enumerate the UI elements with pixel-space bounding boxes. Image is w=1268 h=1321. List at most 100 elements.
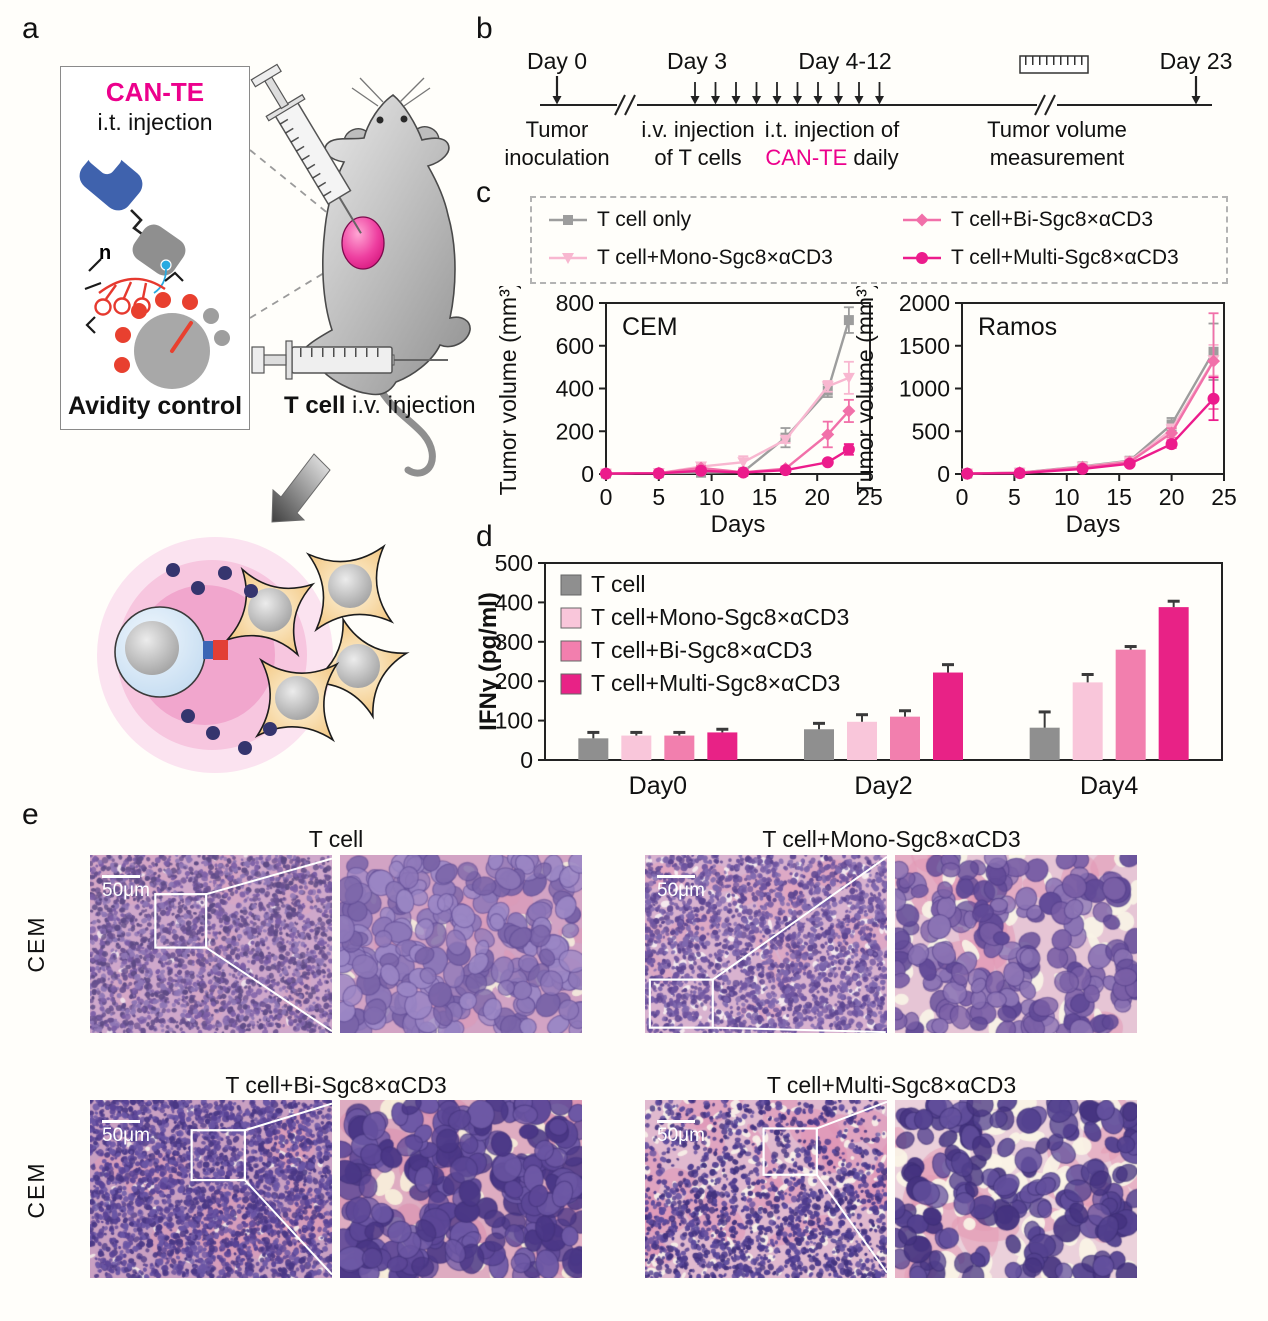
histology-image: [895, 855, 1137, 1033]
svg-text:Day4: Day4: [1080, 772, 1138, 800]
t-cell-nucleus: [125, 621, 179, 675]
engager-red-domain: [213, 640, 228, 660]
cante-title: CAN-TE: [105, 77, 205, 107]
svg-text:CEM: CEM: [622, 313, 678, 341]
mouse-whiskers: [351, 77, 431, 107]
svg-text:0: 0: [937, 461, 950, 487]
legend-label: T cell+Bi-Sgc8×αCD3: [951, 208, 1154, 231]
svg-text:T cell+Bi-Sgc8×αCD3: T cell+Bi-Sgc8×αCD3: [591, 637, 812, 663]
svg-text:Ramos: Ramos: [978, 313, 1057, 341]
svg-text:0: 0: [956, 484, 969, 510]
callout-dashed-lines: [249, 149, 347, 319]
svg-text:Days: Days: [711, 511, 766, 538]
panel-c-letter: c: [476, 176, 491, 209]
mouse-tail: [378, 388, 436, 477]
dial-dots: [114, 292, 230, 373]
protein-gray-blob: [132, 224, 186, 276]
iv-syringe-icon: [251, 340, 448, 380]
legend-marker-diamond: [903, 213, 941, 227]
svg-text:500: 500: [912, 418, 950, 444]
histology-overview-multi: 50μm: [645, 1100, 887, 1278]
tcell-label: T cell: [284, 392, 346, 419]
scale-bar-line: [657, 1120, 695, 1123]
svg-text:1000: 1000: [899, 376, 950, 402]
row-label-cem-top: CEM: [23, 915, 49, 973]
bracket-marks: [84, 258, 184, 334]
legend-marker-square: [549, 215, 587, 225]
svg-text:Days: Days: [1066, 511, 1121, 538]
antibody-blue-blob: [79, 141, 143, 211]
svg-text:Tumor volume (mm³): Tumor volume (mm³): [495, 286, 521, 495]
ramos-tumor-volume-chart: 0 5 10 15 20 25 0 500 1000 1500 2000 Days Tumor volu…: [852, 286, 1237, 538]
svg-text:5: 5: [1008, 484, 1021, 510]
legend-item-mono: T cell+Mono-Sgc8×αCD3: [548, 245, 833, 271]
engager-blue-domain: [203, 641, 213, 659]
svg-text:0: 0: [581, 461, 594, 487]
blue-strand: [153, 268, 167, 294]
histology-overview-tcell: 50μm: [90, 855, 332, 1033]
inset-zoom-overlay: [648, 855, 887, 1033]
row-label-cem-bottom: CEM: [23, 1161, 49, 1219]
scale-bar: 50μm: [657, 1120, 705, 1146]
svg-text:200: 200: [556, 418, 594, 444]
avidity-control-label: Avidity control: [67, 392, 243, 420]
svg-text:2000: 2000: [899, 290, 950, 316]
scale-bar-line: [657, 875, 695, 878]
scale-bar-line: [102, 875, 140, 878]
histology-closeup-mono: [895, 855, 1137, 1033]
timeline-day3: Day 3: [666, 48, 728, 74]
svg-text:10: 10: [1054, 484, 1080, 510]
legend-marker-circle: [903, 252, 941, 264]
tumor: [341, 216, 385, 270]
panel-b-letter: b: [476, 12, 493, 45]
svg-text:600: 600: [556, 333, 594, 359]
svg-text:400: 400: [495, 589, 533, 615]
linker-zigzag: [130, 209, 147, 239]
legend-label: T cell+Mono-Sgc8×αCD3: [597, 246, 833, 269]
svg-text:25: 25: [1211, 484, 1237, 510]
histology-overview-bi: 50μm: [90, 1100, 332, 1278]
svg-text:T cell: T cell: [591, 571, 646, 597]
legend-label: T cell only: [597, 208, 692, 231]
svg-text:0: 0: [520, 747, 533, 773]
svg-text:100: 100: [495, 708, 533, 734]
svg-text:15: 15: [1106, 484, 1132, 510]
cyan-linker-dot: [160, 259, 172, 271]
caption-it-injection: i.t. injection of CAN-TE daily: [764, 117, 900, 170]
scale-bar: 50μm: [102, 1120, 150, 1146]
svg-text:200: 200: [495, 668, 533, 694]
cante-molecule-schematic: n: [79, 141, 230, 389]
histology-closeup-multi: [895, 1100, 1137, 1278]
cem-tumor-volume-chart: 0 5 10 15 20 25 0 200 400 600 800 Days Tumor volume …: [495, 286, 883, 538]
cell-engagement-diagram: [97, 537, 410, 773]
dial-needle-icon: [170, 321, 193, 353]
inset-zoom-overlay: [154, 857, 332, 1033]
it-syringe-icon: [250, 63, 362, 234]
scale-bar-line: [102, 1120, 140, 1123]
histology-image: [895, 1100, 1137, 1278]
legend-item-bi: T cell+Bi-Sgc8×αCD3: [902, 207, 1153, 233]
caption-tumor-volume: Tumor volume measurement: [987, 117, 1127, 170]
inset-zoom-overlay: [762, 1100, 887, 1274]
aptamer-red-loops: [94, 277, 166, 316]
svg-text:15: 15: [752, 484, 778, 510]
n-repeat-label: n: [99, 242, 111, 264]
caption-iv-injection: i.v. injection of T cells: [641, 117, 755, 170]
timeline-day4-12: Day 4-12: [798, 48, 892, 74]
it-injection-label: i.t. injection: [97, 109, 213, 135]
histology-image: [645, 1100, 887, 1278]
timeline-arrows: [552, 76, 1201, 105]
svg-text:Day0: Day0: [629, 772, 687, 800]
svg-text:T cell+Multi-Sgc8×αCD3: T cell+Multi-Sgc8×αCD3: [591, 670, 840, 696]
svg-text:500: 500: [495, 550, 533, 576]
legend-marker-triangle: [549, 253, 587, 264]
svg-text:300: 300: [495, 629, 533, 655]
histology-title-multi: T cell+Multi-Sgc8×αCD3: [766, 1072, 1017, 1098]
ruler-icon: [1019, 55, 1089, 74]
avidity-control-box: CAN-TE i.t. injection n: [60, 66, 250, 430]
iv-injection-label: i.v. injection: [345, 392, 476, 419]
histology-image: [340, 855, 582, 1033]
svg-text:20: 20: [1159, 484, 1185, 510]
panel-e-letter: e: [22, 798, 39, 831]
tcell-iv-caption: T cell i.v. injection: [284, 392, 504, 420]
